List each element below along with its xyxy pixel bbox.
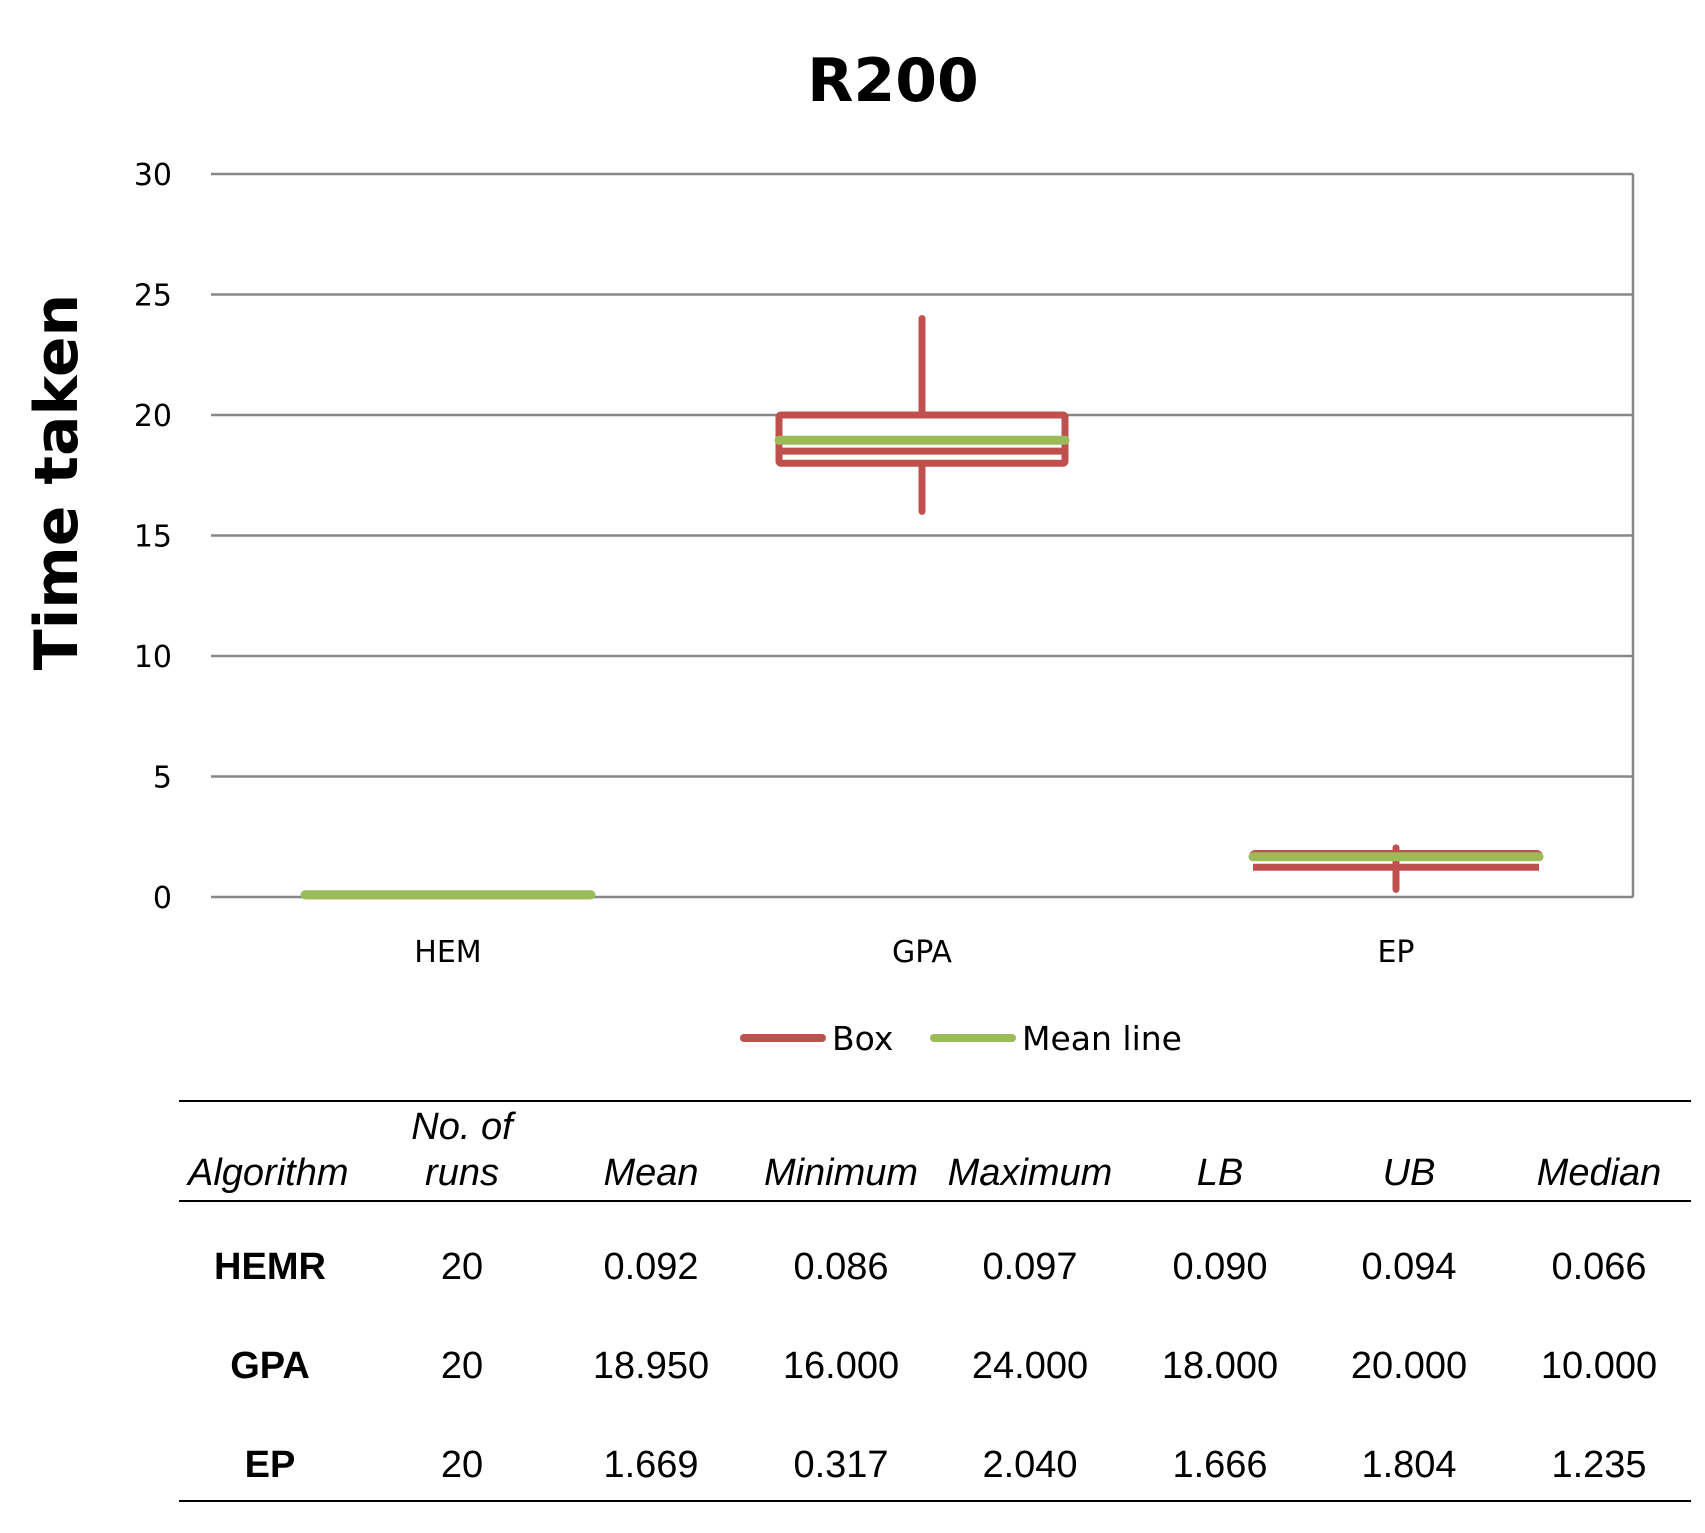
cell-r2-c3: 0.317 xyxy=(793,1444,889,1486)
header-0: Algorithm xyxy=(188,1150,349,1196)
gridlines xyxy=(211,172,1635,899)
chart-title: R200 xyxy=(807,46,978,116)
table-bottom-rule xyxy=(179,1500,1691,1502)
cell-r2-c2: 1.669 xyxy=(603,1444,699,1486)
header-5: LB xyxy=(1197,1150,1243,1196)
cell-r1-c6: 20.000 xyxy=(1350,1345,1468,1387)
cell-r0-c5: 0.090 xyxy=(1172,1246,1268,1288)
cell-r0-c2: 0.092 xyxy=(603,1246,699,1288)
legend-label-1: Mean line xyxy=(1022,1019,1182,1058)
cell-r1-c3: 16.000 xyxy=(782,1345,900,1387)
legend: Box Mean line xyxy=(740,1019,1182,1058)
y-tick-10: 10 xyxy=(134,640,172,675)
x-tick-hem: HEM xyxy=(414,935,481,970)
cell-r1-c2: 18.950 xyxy=(592,1345,710,1387)
cell-r2-c5: 1.666 xyxy=(1172,1444,1268,1486)
y-tick-0: 0 xyxy=(153,881,172,916)
y-tick-5: 5 xyxy=(153,761,172,796)
cell-r2-c7: 1.235 xyxy=(1551,1444,1647,1486)
cell-r2-c1: 20 xyxy=(440,1444,484,1486)
cell-r2-c4: 2.040 xyxy=(982,1444,1078,1486)
cell-r2-c6: 1.804 xyxy=(1361,1444,1457,1486)
cell-r1-c1: 20 xyxy=(440,1345,484,1387)
header-3: Minimum xyxy=(764,1150,918,1196)
x-tick-labels: HEM GPA EP xyxy=(414,935,1414,970)
box-hem xyxy=(300,890,596,900)
cell-r0-c6: 0.094 xyxy=(1361,1246,1457,1288)
y-tick-30: 30 xyxy=(134,158,172,193)
cell-r0-c3: 0.086 xyxy=(793,1246,889,1288)
table-header-rule xyxy=(179,1200,1691,1202)
header-6-line-0: UB xyxy=(1382,1152,1436,1194)
y-tick-labels: 0 5 10 15 20 25 30 xyxy=(134,158,172,916)
header-1-line-0: No. of xyxy=(411,1106,513,1148)
y-axis-label: Time taken xyxy=(22,294,92,670)
boxes xyxy=(300,315,1544,900)
header-5-line-0: LB xyxy=(1196,1152,1244,1194)
header-1: No. of runs xyxy=(411,1104,512,1196)
x-tick-gpa: GPA xyxy=(892,935,952,970)
cell-r0-c1: 20 xyxy=(440,1246,484,1288)
header-2-line-0: Mean xyxy=(603,1152,699,1194)
header-2: Mean xyxy=(603,1150,698,1196)
header-4: Maximum xyxy=(948,1150,1113,1196)
cell-r1-c5: 18.000 xyxy=(1161,1345,1279,1387)
y-tick-25: 25 xyxy=(134,279,172,314)
box-plot-chart: R200 Time taken 0 5 10 15 20 25 30 HEM GPA EP Bo… xyxy=(22,46,1635,1058)
header-7-line-0: Median xyxy=(1536,1152,1662,1194)
y-tick-20: 20 xyxy=(134,399,172,434)
header-1-line-1: runs xyxy=(425,1152,499,1194)
box-ep xyxy=(1248,844,1544,893)
cell-r1-c4: 24.000 xyxy=(971,1345,1089,1387)
table-top-rule xyxy=(179,1100,1691,1102)
x-tick-ep: EP xyxy=(1377,935,1414,970)
cell-r1-c0: GPA xyxy=(230,1345,310,1387)
cell-r0-c4: 0.097 xyxy=(982,1246,1078,1288)
cell-r0-c7: 0.066 xyxy=(1551,1246,1647,1288)
cell-r2-c0: EP xyxy=(244,1444,296,1486)
box-gpa xyxy=(774,315,1070,515)
legend-label-0: Box xyxy=(832,1019,893,1058)
y-tick-15: 15 xyxy=(134,520,172,555)
cell-r0-c0: HEMR xyxy=(214,1246,326,1288)
header-0-line-0: Algorithm xyxy=(188,1152,349,1194)
header-3-line-0: Minimum xyxy=(763,1152,919,1194)
header-7: Median xyxy=(1537,1150,1662,1196)
header-6: UB xyxy=(1383,1150,1436,1196)
header-4-line-0: Maximum xyxy=(947,1152,1113,1194)
cell-r1-c7: 10.000 xyxy=(1540,1345,1658,1387)
